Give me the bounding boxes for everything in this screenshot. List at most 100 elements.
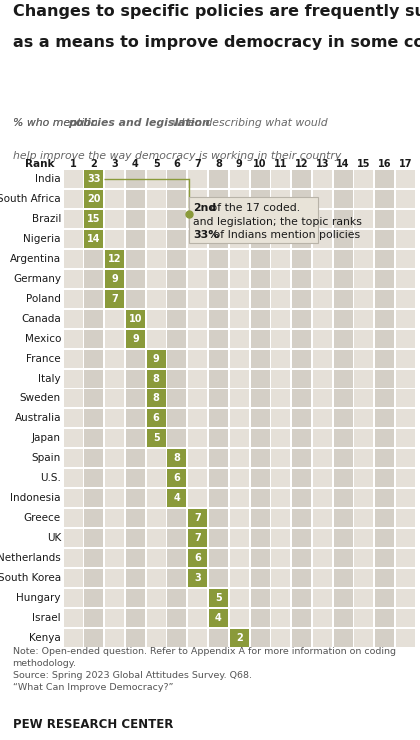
Bar xyxy=(84,350,103,368)
Bar xyxy=(313,350,332,368)
Bar xyxy=(292,230,311,248)
Bar xyxy=(375,449,394,467)
Bar xyxy=(230,409,249,428)
Bar xyxy=(230,210,249,228)
Bar xyxy=(250,350,270,368)
Bar xyxy=(209,290,228,308)
Bar xyxy=(168,429,186,447)
Bar xyxy=(105,270,124,288)
Text: 6: 6 xyxy=(194,553,201,563)
Bar xyxy=(126,310,145,328)
Text: Mexico: Mexico xyxy=(25,334,61,343)
Bar xyxy=(105,369,124,388)
Bar xyxy=(147,409,166,428)
Text: 5: 5 xyxy=(153,434,160,443)
Text: Changes to specific policies are frequently suggested: Changes to specific policies are frequen… xyxy=(13,4,420,18)
Bar xyxy=(84,589,103,607)
Text: 2: 2 xyxy=(236,633,243,642)
Bar xyxy=(354,549,373,567)
Bar xyxy=(333,409,353,428)
Bar xyxy=(147,469,166,487)
Bar xyxy=(230,330,249,348)
Bar xyxy=(147,569,166,587)
Bar xyxy=(105,628,124,647)
Bar xyxy=(354,210,373,228)
Bar xyxy=(250,190,270,208)
Bar xyxy=(168,310,186,328)
Bar xyxy=(63,529,83,547)
Bar xyxy=(168,628,186,647)
Bar xyxy=(271,628,290,647)
Text: Japan: Japan xyxy=(32,434,61,443)
Bar xyxy=(250,409,270,428)
Bar xyxy=(147,429,166,447)
Bar xyxy=(209,170,228,188)
Bar xyxy=(84,250,103,268)
Bar xyxy=(333,190,353,208)
Bar xyxy=(313,489,332,507)
Bar xyxy=(126,449,145,467)
Bar xyxy=(63,389,83,408)
Bar xyxy=(313,628,332,647)
Bar xyxy=(188,469,207,487)
Bar xyxy=(333,489,353,507)
Bar xyxy=(84,569,103,587)
Bar xyxy=(209,529,228,547)
Bar xyxy=(147,170,166,188)
Bar xyxy=(396,628,415,647)
Bar xyxy=(271,310,290,328)
Bar xyxy=(63,409,83,428)
Text: 7: 7 xyxy=(194,533,201,543)
Bar xyxy=(147,549,166,567)
Bar xyxy=(375,609,394,627)
Bar xyxy=(230,170,249,188)
Bar xyxy=(354,230,373,248)
Bar xyxy=(292,310,311,328)
Bar xyxy=(147,409,166,428)
Text: Rank: Rank xyxy=(26,159,55,169)
Text: 4: 4 xyxy=(173,493,180,503)
Text: 33%: 33% xyxy=(193,230,219,240)
Bar xyxy=(250,210,270,228)
Bar xyxy=(84,509,103,527)
Bar xyxy=(126,569,145,587)
Bar xyxy=(271,170,290,188)
Text: PEW RESEARCH CENTER: PEW RESEARCH CENTER xyxy=(13,718,173,731)
Bar xyxy=(84,290,103,308)
Bar xyxy=(396,310,415,328)
Bar xyxy=(292,609,311,627)
Bar xyxy=(84,529,103,547)
Bar xyxy=(147,270,166,288)
Bar xyxy=(230,250,249,268)
Bar xyxy=(271,409,290,428)
Bar xyxy=(396,330,415,348)
Bar xyxy=(168,569,186,587)
Bar xyxy=(168,409,186,428)
Bar xyxy=(84,210,103,228)
Bar xyxy=(188,569,207,587)
Bar xyxy=(292,290,311,308)
Bar xyxy=(292,469,311,487)
Bar xyxy=(147,529,166,547)
Bar xyxy=(333,330,353,348)
Bar xyxy=(292,628,311,647)
Bar xyxy=(271,210,290,228)
Bar xyxy=(313,509,332,527)
Bar xyxy=(375,250,394,268)
Bar xyxy=(250,489,270,507)
Text: 7: 7 xyxy=(194,159,201,169)
Bar xyxy=(313,529,332,547)
Bar xyxy=(105,589,124,607)
Bar xyxy=(292,350,311,368)
Bar xyxy=(84,389,103,408)
Bar xyxy=(188,509,207,527)
Bar xyxy=(105,609,124,627)
Bar xyxy=(63,489,83,507)
Bar xyxy=(126,609,145,627)
Bar xyxy=(126,489,145,507)
Bar xyxy=(209,569,228,587)
Bar xyxy=(292,330,311,348)
Bar xyxy=(168,250,186,268)
Bar xyxy=(63,290,83,308)
Bar xyxy=(105,549,124,567)
